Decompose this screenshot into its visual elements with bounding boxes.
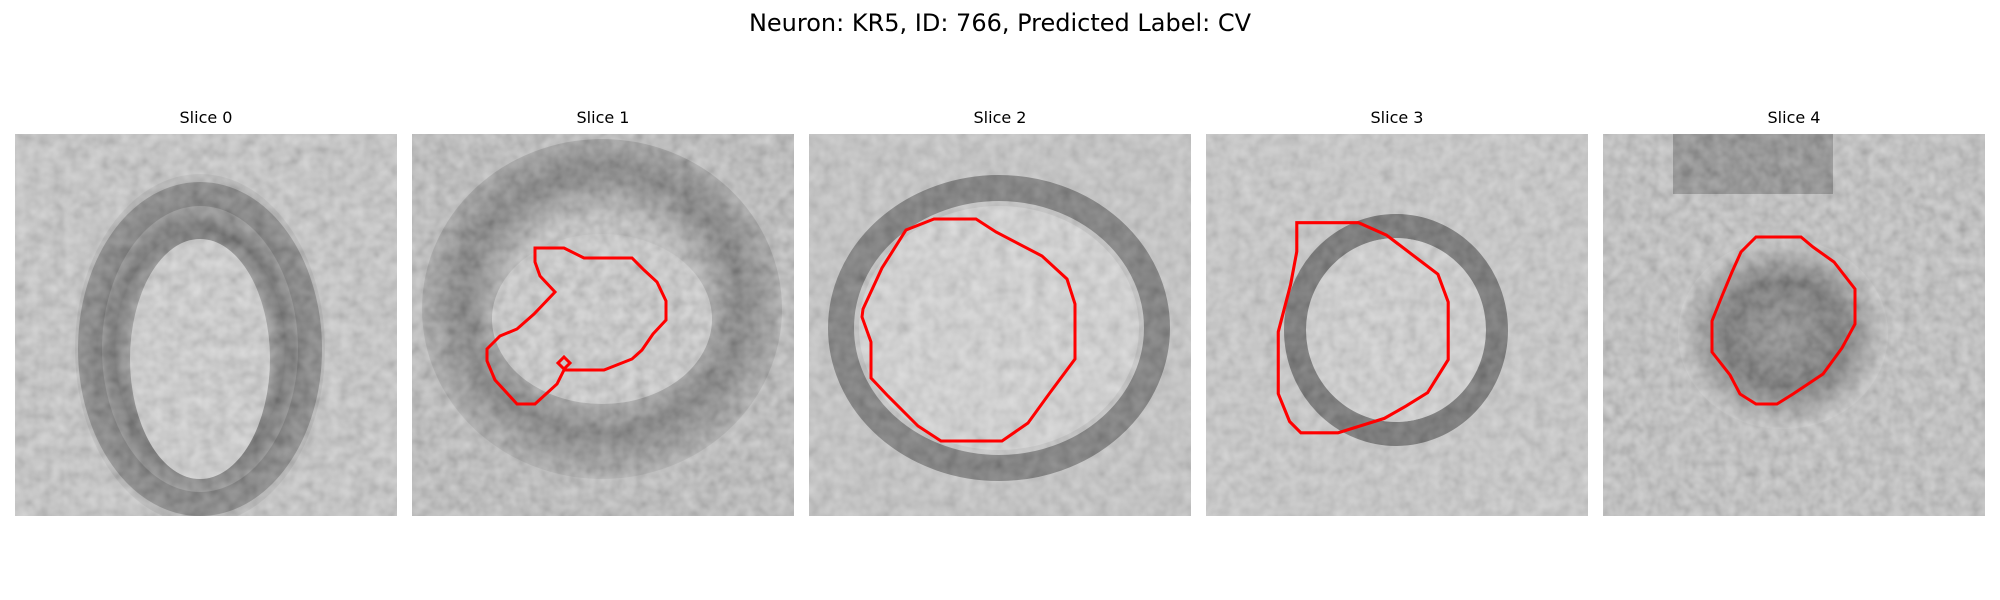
slice-image-1 (412, 134, 794, 516)
slice-4-canvas (1603, 134, 1985, 516)
texture-overlay (1206, 134, 1588, 516)
segmentation-outline (485, 246, 668, 406)
slice-image-4 (1603, 134, 1985, 516)
slice-title-0: Slice 0 (179, 108, 233, 127)
slice-image-0 (15, 134, 397, 516)
slice-2-canvas (809, 134, 1191, 516)
slice-title-4: Slice 4 (1767, 108, 1821, 127)
segmentation-outline (860, 217, 1077, 443)
slice-title-2: Slice 2 (973, 108, 1027, 127)
slice-0-canvas (15, 134, 397, 516)
slice-title-3: Slice 3 (1370, 108, 1424, 127)
segmentation-outline (1276, 221, 1450, 435)
slice-image-2 (809, 134, 1191, 516)
slice-image-3 (1206, 134, 1588, 516)
figure-title: Neuron: KR5, ID: 766, Predicted Label: C… (748, 9, 1252, 37)
slice-1-canvas (412, 134, 794, 516)
texture-overlay (412, 134, 794, 516)
texture-overlay (15, 134, 397, 516)
segmentation-outline (1710, 235, 1857, 406)
slice-3-canvas (1206, 134, 1588, 516)
texture-overlay (809, 134, 1191, 516)
slice-title-1: Slice 1 (576, 108, 630, 127)
texture-overlay (1603, 134, 1985, 516)
small-outline-marker (555, 354, 573, 372)
